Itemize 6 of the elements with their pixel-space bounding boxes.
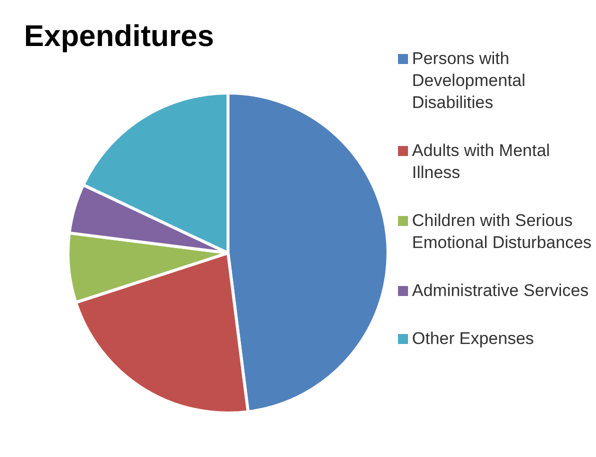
legend-label: Persons with Developmental Disabilities (412, 48, 526, 114)
legend-label: Other Expenses (412, 328, 534, 350)
legend-label: Children with Serious Emotional Disturbances (412, 210, 593, 254)
legend-label: Adults with Mental Illness (412, 140, 551, 184)
legend-label: Administrative Services (412, 280, 589, 302)
chart-title: Expenditures (24, 20, 214, 54)
